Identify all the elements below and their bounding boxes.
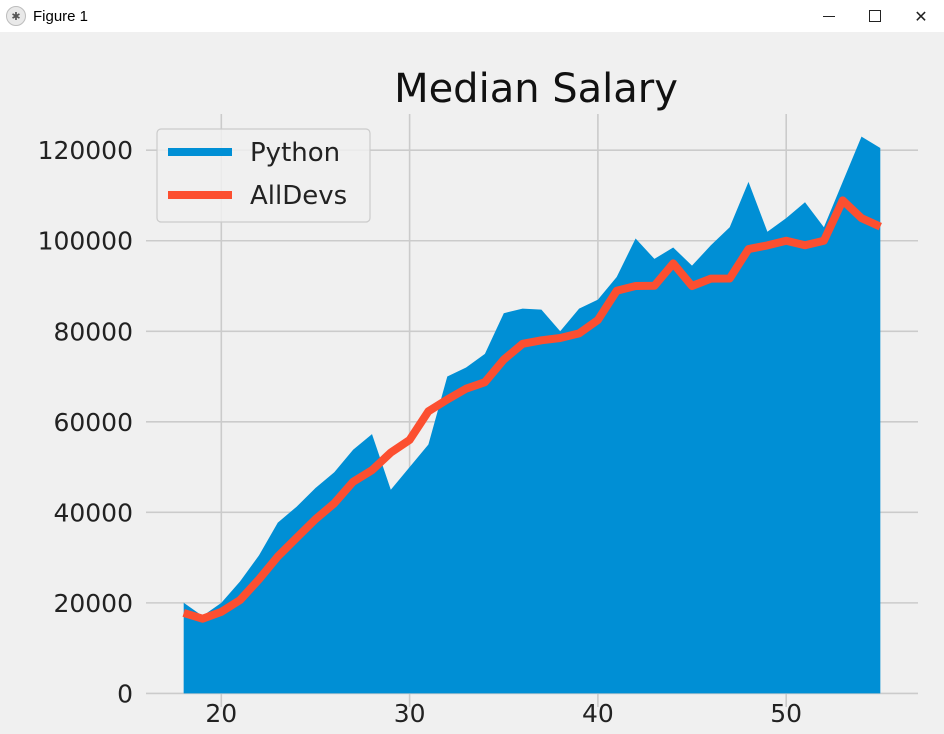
python-area xyxy=(183,136,881,694)
close-button[interactable]: ✕ xyxy=(898,0,944,32)
legend-label-alldevs: AllDevs xyxy=(250,181,347,211)
chart-title: Median Salary xyxy=(394,66,678,112)
maximize-button[interactable] xyxy=(852,0,898,32)
x-tick-label: 40 xyxy=(582,699,614,728)
figure-app-icon: ✱ xyxy=(6,6,26,26)
legend-label-python: Python xyxy=(250,138,340,168)
x-tick-label: 30 xyxy=(394,699,426,728)
y-tick-label: 80000 xyxy=(53,317,133,346)
x-tick-label: 20 xyxy=(205,699,237,728)
minimize-icon xyxy=(823,15,835,17)
alldevs-line-layer xyxy=(182,196,882,623)
window-title: Figure 1 xyxy=(33,7,89,25)
tick-labels: 20 30 40 50 0 20000 40000 60000 80000 100000 12000… xyxy=(38,136,803,728)
y-tick-label: 120000 xyxy=(38,136,133,165)
y-tick-label: 20000 xyxy=(53,589,133,618)
minimize-button[interactable] xyxy=(806,0,852,32)
figure-canvas: 20 30 40 50 0 20000 40000 60000 80000 100000 12000… xyxy=(0,32,944,734)
close-icon: ✕ xyxy=(914,6,928,26)
legend: Python AllDevs xyxy=(156,128,371,223)
y-tick-label: 40000 xyxy=(53,498,133,527)
y-tick-label: 0 xyxy=(117,679,133,708)
maximize-icon xyxy=(869,10,881,22)
python-area-fill xyxy=(183,136,881,694)
window-titlebar: ✱ Figure 1 ✕ xyxy=(0,0,944,32)
alldevs-line xyxy=(182,196,882,623)
window-controls: ✕ xyxy=(806,0,944,32)
y-tick-label: 60000 xyxy=(53,408,133,437)
y-tick-label: 100000 xyxy=(38,227,133,256)
x-tick-label: 50 xyxy=(770,699,802,728)
median-salary-chart: 20 30 40 50 0 20000 40000 60000 80000 100000 12000… xyxy=(38,66,918,728)
